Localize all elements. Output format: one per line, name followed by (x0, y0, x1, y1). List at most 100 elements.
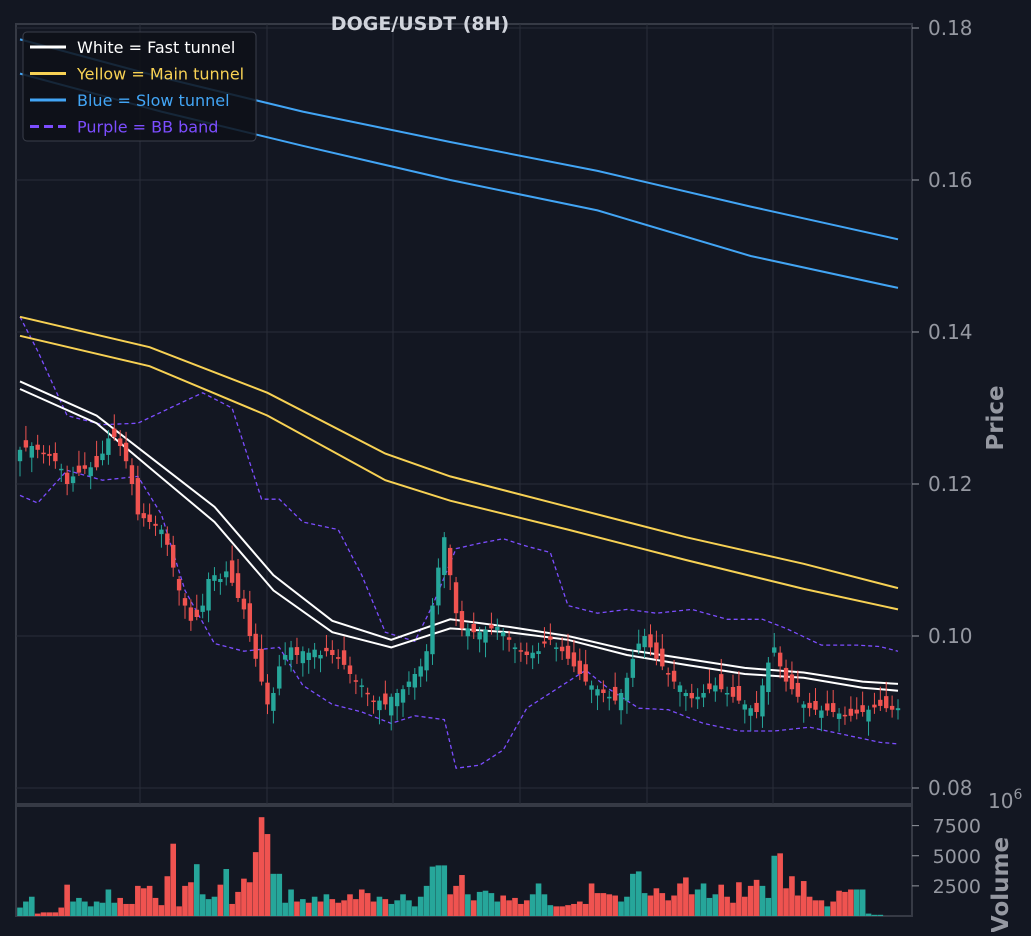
candle (394, 688, 400, 721)
candle-body (88, 467, 93, 477)
volume-bar (800, 881, 807, 916)
volume-bar (671, 895, 677, 916)
candle (536, 642, 541, 664)
volume-bar (305, 902, 312, 916)
candle (406, 671, 412, 695)
candle (707, 669, 712, 694)
candle-body (571, 652, 577, 667)
candle-body (200, 605, 205, 612)
candle (400, 685, 406, 717)
candle (347, 656, 353, 684)
candle (854, 697, 859, 720)
volume-bar (712, 894, 719, 916)
candle-body (565, 645, 571, 659)
volume-bar (795, 895, 801, 916)
price-panel-frame (15, 23, 913, 805)
candle-body (795, 682, 801, 697)
candle-body (59, 468, 64, 471)
volume-bar (152, 897, 159, 916)
candle-body (589, 685, 594, 690)
volume-bar (217, 884, 224, 916)
candle (218, 573, 223, 595)
volume-bar (641, 893, 648, 916)
candle (365, 687, 370, 707)
candle (807, 692, 812, 717)
candle (866, 705, 871, 736)
volume-bar (759, 885, 766, 916)
volume-bar (176, 906, 182, 916)
candle (182, 593, 188, 619)
volume-bar (93, 901, 100, 916)
candle-body (282, 655, 288, 660)
volume-bar (347, 894, 353, 916)
volume-axis-title: Volume (988, 837, 1014, 932)
candle-body (383, 693, 388, 705)
volume-bar (565, 905, 571, 916)
candle-body (660, 648, 665, 667)
candle-body (129, 465, 135, 484)
candle (159, 524, 164, 548)
volume-bar (317, 901, 324, 916)
candle (577, 648, 582, 681)
candle-body (106, 438, 111, 455)
candle (306, 648, 311, 674)
volume-bar (70, 901, 76, 916)
candle (117, 430, 123, 456)
price-tick-label: 0.08 (928, 776, 973, 800)
candle (100, 440, 105, 466)
volume-bar (683, 877, 689, 916)
candle (277, 654, 282, 696)
candle-body (536, 651, 541, 654)
candle (418, 658, 423, 688)
candle (512, 643, 518, 664)
volume-bar (747, 885, 754, 916)
candle (424, 644, 429, 682)
candle (554, 642, 559, 662)
candle-body (830, 703, 836, 712)
volume-bar (270, 873, 277, 916)
candle-body (465, 628, 471, 637)
candle (848, 696, 854, 722)
candle-body (400, 689, 406, 703)
main-tunnel-upper-line (19, 315, 899, 590)
volume-bar (341, 900, 347, 916)
candle (530, 645, 535, 670)
candle-body (842, 714, 848, 717)
candle (889, 695, 895, 718)
volume-bar (730, 902, 736, 916)
volume-bar (500, 895, 506, 916)
candle-body (294, 647, 300, 655)
candle (506, 630, 512, 652)
volume-bar (382, 899, 389, 916)
price-tick-label: 0.14 (928, 320, 973, 344)
candle-body (813, 701, 818, 710)
candle (636, 629, 641, 655)
price-tick-label: 0.12 (928, 472, 973, 496)
candle (483, 626, 488, 658)
candle-body (412, 674, 418, 688)
volume-bar (146, 885, 153, 916)
volume-bar (229, 903, 235, 916)
candle (836, 708, 842, 732)
candle-body (64, 472, 70, 484)
candle-body (259, 648, 264, 682)
candle (689, 683, 694, 708)
candle (642, 628, 647, 659)
candle (842, 706, 848, 725)
candle (453, 576, 459, 627)
candle-body (324, 647, 329, 652)
candlesticks (17, 414, 901, 736)
candle (341, 636, 347, 670)
volume-bar (435, 865, 442, 916)
candle-body (171, 544, 176, 568)
candle (618, 689, 624, 725)
candle (106, 429, 111, 465)
candle-body (701, 693, 706, 698)
candle-body (206, 579, 211, 611)
candle (17, 446, 23, 477)
candle (654, 630, 659, 666)
candle-body (554, 647, 559, 649)
candle-body (406, 681, 412, 687)
